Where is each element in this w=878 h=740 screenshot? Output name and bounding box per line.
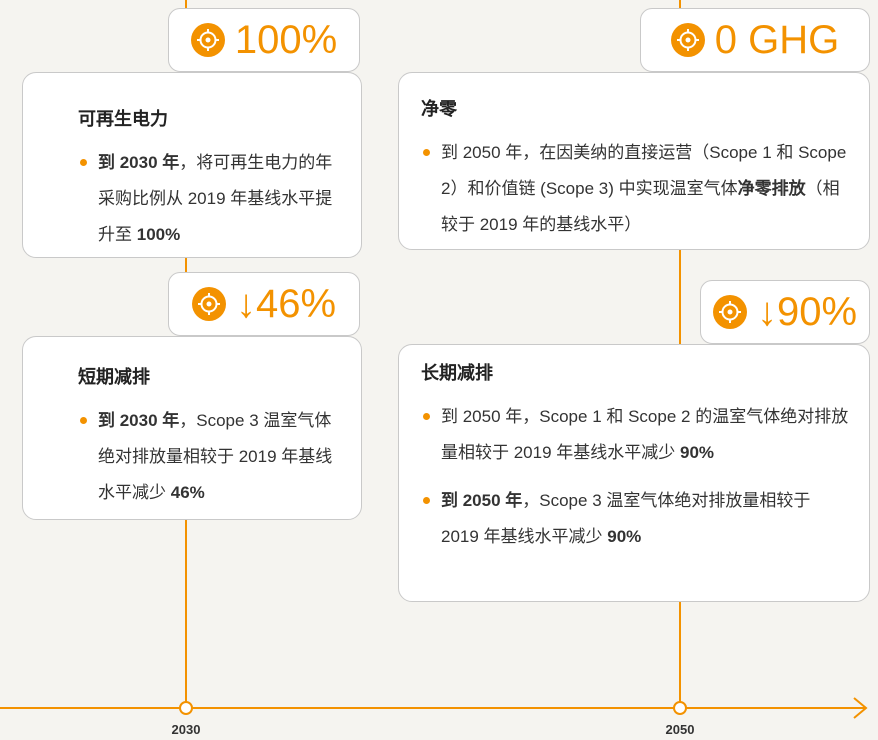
bullet: 到 2050 年，Scope 3 温室气体绝对排放量相较于 2019 年基线水平… xyxy=(421,483,851,555)
target-icon xyxy=(712,295,747,329)
text-run: ，将可再生电力的年采购比例从 2019 年基线水平提升至 xyxy=(98,153,333,244)
badge: 100% xyxy=(168,8,360,72)
target-icon xyxy=(191,287,226,321)
text-run: 100% xyxy=(136,225,181,244)
node xyxy=(179,701,193,715)
bullet: 到 2030 年，将可再生电力的年采购比例从 2019 年基线水平提升至 100… xyxy=(78,145,343,253)
text-run: 到 2050 年 xyxy=(441,491,523,510)
badge-text: ↓90% xyxy=(756,290,858,334)
badge-text: 0 GHG xyxy=(714,18,840,62)
card: 可再生电力到 2030 年，将可再生电力的年采购比例从 2019 年基线水平提升… xyxy=(22,72,362,258)
badge: ↓90% xyxy=(700,280,870,344)
card: 短期减排到 2030 年，Scope 3 温室气体绝对排放量相较于 2019 年… xyxy=(22,336,362,520)
text-run: 90% xyxy=(607,527,642,546)
node xyxy=(673,701,687,715)
card-title: 长期减排 xyxy=(421,363,493,383)
badge: ↓46% xyxy=(168,272,360,336)
target-icon xyxy=(670,23,705,57)
text-run: 净零排放 xyxy=(737,179,806,198)
text-run: 90% xyxy=(680,443,715,462)
arrow xyxy=(853,697,868,719)
badge-text: 100% xyxy=(234,18,338,62)
card: 长期减排到 2050 年，Scope 1 和 Scope 2 的温室气体绝对排放… xyxy=(398,344,870,602)
text-run: ，Scope 3 温室气体绝对排放量相较于 2019 年基线水平减少 xyxy=(98,411,333,502)
text-run: 到 2050 年，在因美纳的直接运营（Scope 1 和 Scope 2）和价值… xyxy=(441,143,847,198)
card: 净零到 2050 年，在因美纳的直接运营（Scope 1 和 Scope 2）和… xyxy=(398,72,870,250)
text-run: 到 2030 年 xyxy=(98,411,180,430)
text-run: 到 2030 年 xyxy=(98,153,180,172)
bullet: 到 2030 年，Scope 3 温室气体绝对排放量相较于 2019 年基线水平… xyxy=(78,403,343,511)
bullet: 到 2050 年，在因美纳的直接运营（Scope 1 和 Scope 2）和价值… xyxy=(421,135,851,243)
text-run: 46% xyxy=(170,483,205,502)
year-label: 2050 xyxy=(665,722,695,737)
card-title: 净零 xyxy=(421,99,457,119)
card-title: 短期减排 xyxy=(78,367,150,387)
text-run: 到 2050 年，Scope 1 和 Scope 2 的温室气体绝对排放量相较于… xyxy=(441,407,849,462)
card-title: 可再生电力 xyxy=(78,109,168,129)
badge-text: ↓46% xyxy=(235,282,337,326)
text-run: ，Scope 3 温室气体绝对排放量相较于 2019 年基线水平减少 xyxy=(441,491,811,546)
year-label: 2030 xyxy=(171,722,201,737)
badge: 0 GHG xyxy=(640,8,870,72)
text-run: （相较于 2019 年的基线水平） xyxy=(441,179,840,234)
bullet: 到 2050 年，Scope 1 和 Scope 2 的温室气体绝对排放量相较于… xyxy=(421,399,851,471)
target-icon xyxy=(190,23,225,57)
